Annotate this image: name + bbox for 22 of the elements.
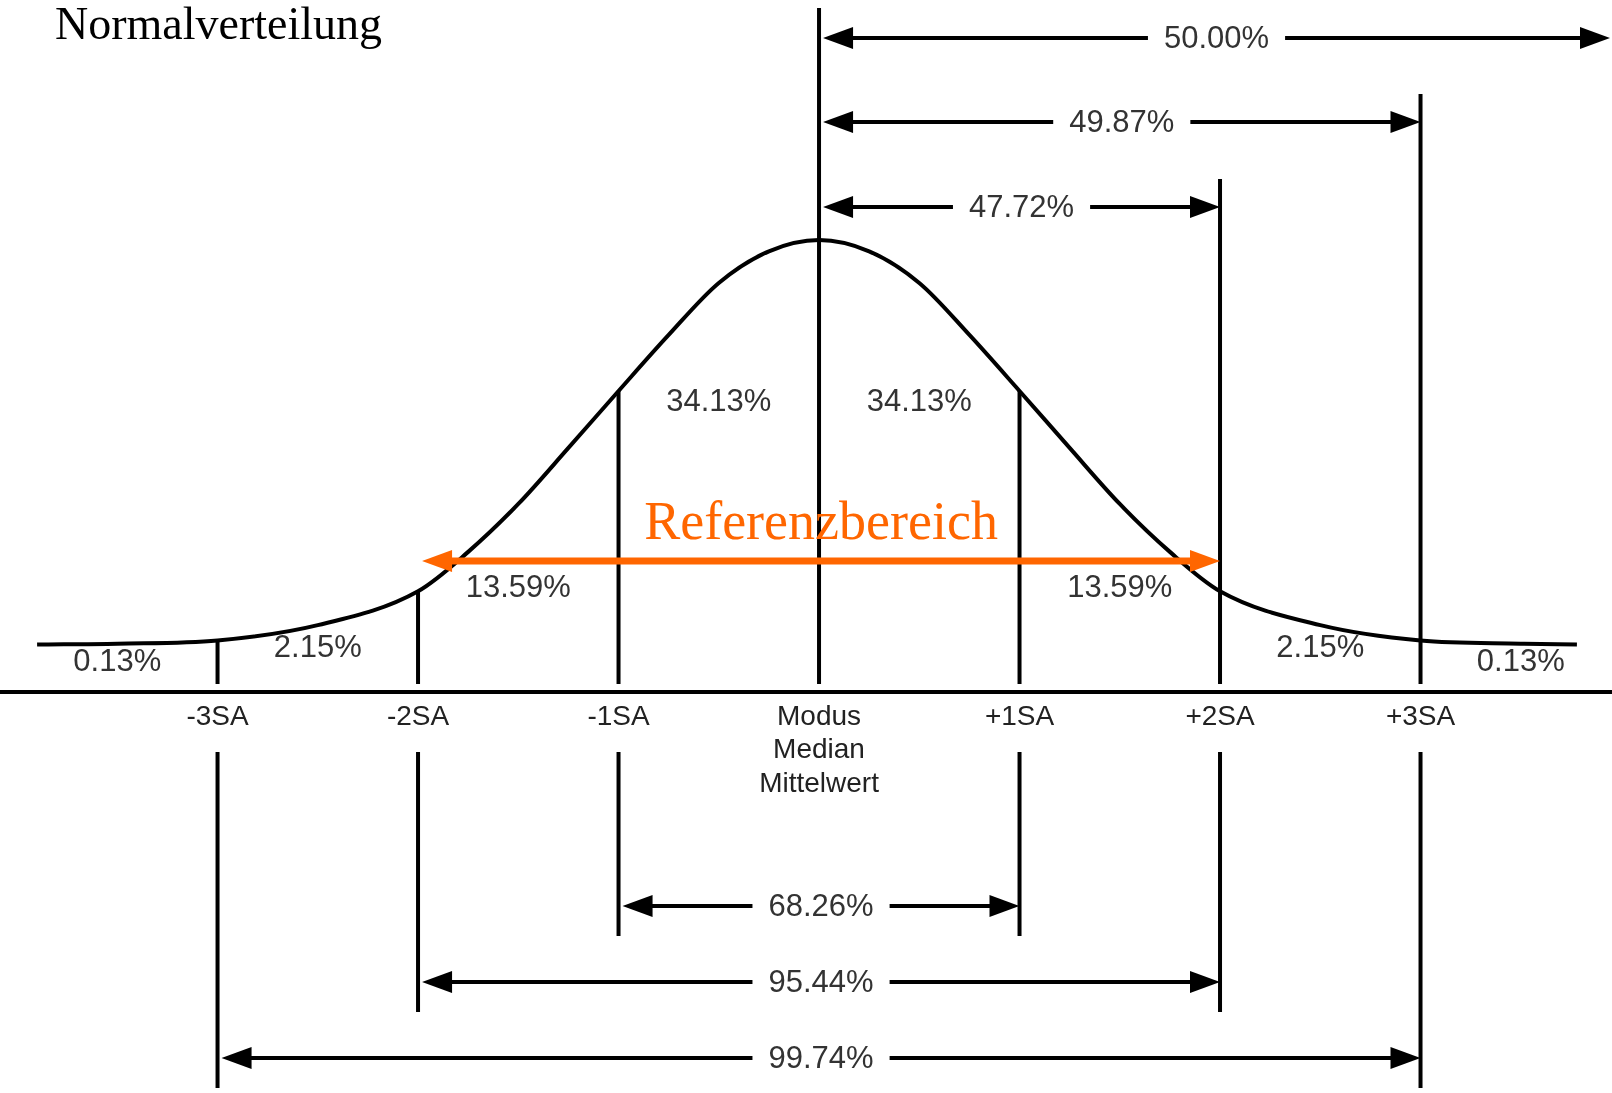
text: 49.87% (1069, 103, 1175, 139)
x-tick-label: -1SA (587, 699, 650, 731)
text: 99.74% (768, 1039, 874, 1075)
annotation: 34.13% (866, 382, 972, 418)
x-tick-label: +3SA (1385, 699, 1456, 731)
x-tick-label: +1SA (984, 699, 1055, 731)
text: 47.72% (968, 188, 1075, 224)
annotation: 0.13% (73, 642, 162, 678)
annotation: 13.59% (1067, 568, 1173, 604)
annotation: 0.13% (1476, 642, 1565, 678)
x-tick-label: Modus Median Mittelwert (759, 699, 880, 798)
x-tick-label: -2SA (386, 699, 450, 731)
x-tick-label: +2SA (1185, 699, 1255, 731)
annotation: 13.59% (465, 568, 571, 604)
x-tick-label: -3SA (186, 699, 249, 731)
chart-title: Normalverteilung (55, 0, 383, 50)
text: 50.00% (1163, 19, 1270, 55)
text: 95.44% (768, 963, 874, 999)
annotation: 2.15% (1276, 628, 1365, 664)
annotation: 34.13% (666, 382, 772, 418)
annotation: 2.15% (273, 628, 362, 664)
text: 68.26% (768, 887, 874, 923)
